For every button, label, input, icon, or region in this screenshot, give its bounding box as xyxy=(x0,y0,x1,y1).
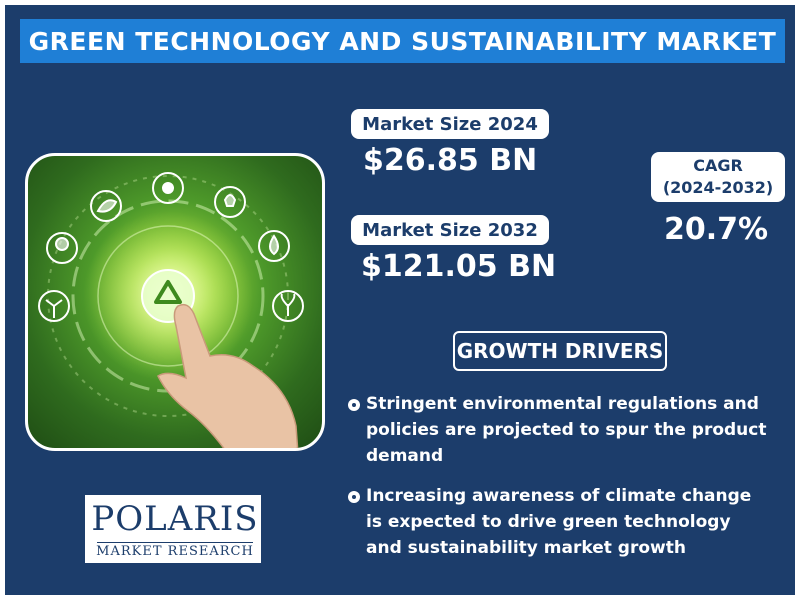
plant-icon xyxy=(272,290,304,322)
logo-subtitle: MARKET RESEARCH xyxy=(96,544,254,559)
logo-divider xyxy=(97,542,253,543)
hero-illustration xyxy=(38,172,304,448)
title-bar: GREEN TECHNOLOGY AND SUSTAINABILITY MARK… xyxy=(20,19,785,63)
growth-drivers-heading: GROWTH DRIVERS xyxy=(453,331,667,371)
cagr-label-title: CAGR xyxy=(693,156,743,175)
hand-illustration xyxy=(157,303,299,448)
polaris-logo: POLARIS MARKET RESEARCH xyxy=(85,495,261,563)
bullet-icon xyxy=(348,491,360,503)
water-drop-icon xyxy=(258,230,290,262)
market-size-2024-value: $26.85 BN xyxy=(363,143,538,178)
page-title: GREEN TECHNOLOGY AND SUSTAINABILITY MARK… xyxy=(28,26,777,56)
cagr-value: 20.7% xyxy=(664,212,769,247)
tree-icon xyxy=(46,232,78,264)
leaf-icon xyxy=(90,190,122,222)
cagr-label-period: (2024-2032) xyxy=(662,178,774,197)
market-size-2032-label: Market Size 2032 xyxy=(351,215,549,245)
sun-icon xyxy=(152,172,184,204)
growth-driver-text: Increasing awareness of climate change i… xyxy=(366,486,752,558)
growth-driver-item: Increasing awareness of climate change i… xyxy=(348,483,768,561)
cagr-label: CAGR (2024-2032) xyxy=(651,152,785,202)
lightbulb-icon xyxy=(214,186,246,218)
wind-turbine-icon xyxy=(38,290,70,322)
growth-driver-item: Stringent environmental regulations and … xyxy=(348,391,768,469)
hero-image xyxy=(25,153,325,451)
market-size-2024-label: Market Size 2024 xyxy=(351,109,549,139)
growth-drivers-heading-text: GROWTH DRIVERS xyxy=(456,339,664,363)
bullet-icon xyxy=(348,399,360,411)
market-size-2032-value: $121.05 BN xyxy=(361,249,557,284)
logo-name: POLARIS xyxy=(91,499,259,539)
growth-driver-text: Stringent environmental regulations and … xyxy=(366,394,767,466)
